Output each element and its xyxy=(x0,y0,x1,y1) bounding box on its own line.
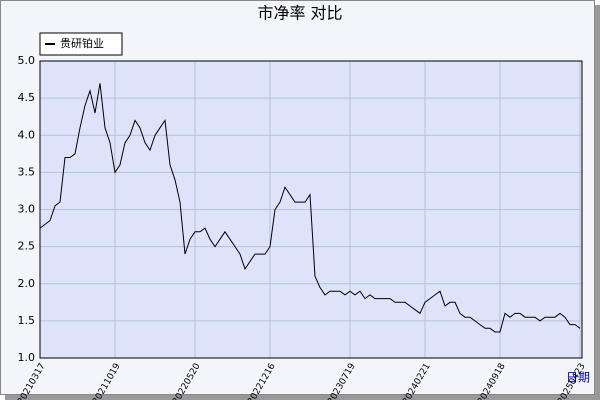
shadow xyxy=(595,5,600,400)
y-tick-label: 1.5 xyxy=(18,314,36,327)
x-axis-label: 日期 xyxy=(566,371,590,385)
chart-title: 市净率 对比 xyxy=(257,4,342,23)
axis xyxy=(39,60,583,359)
y-tick-label: 4.0 xyxy=(18,128,36,141)
legend-box xyxy=(39,32,123,56)
legend-label: 贵研铂业 xyxy=(60,36,104,50)
shadow xyxy=(5,395,600,400)
y-tick-label: 3.5 xyxy=(18,165,36,178)
y-tick-label: 5.0 xyxy=(18,54,36,67)
y-tick-label: 2.5 xyxy=(18,240,36,253)
y-tick-label: 4.5 xyxy=(18,91,36,104)
y-tick-label: 1.0 xyxy=(18,351,36,364)
y-tick-label: 2.0 xyxy=(18,277,36,290)
y-tick-label: 3.0 xyxy=(18,203,36,216)
line xyxy=(39,83,581,333)
